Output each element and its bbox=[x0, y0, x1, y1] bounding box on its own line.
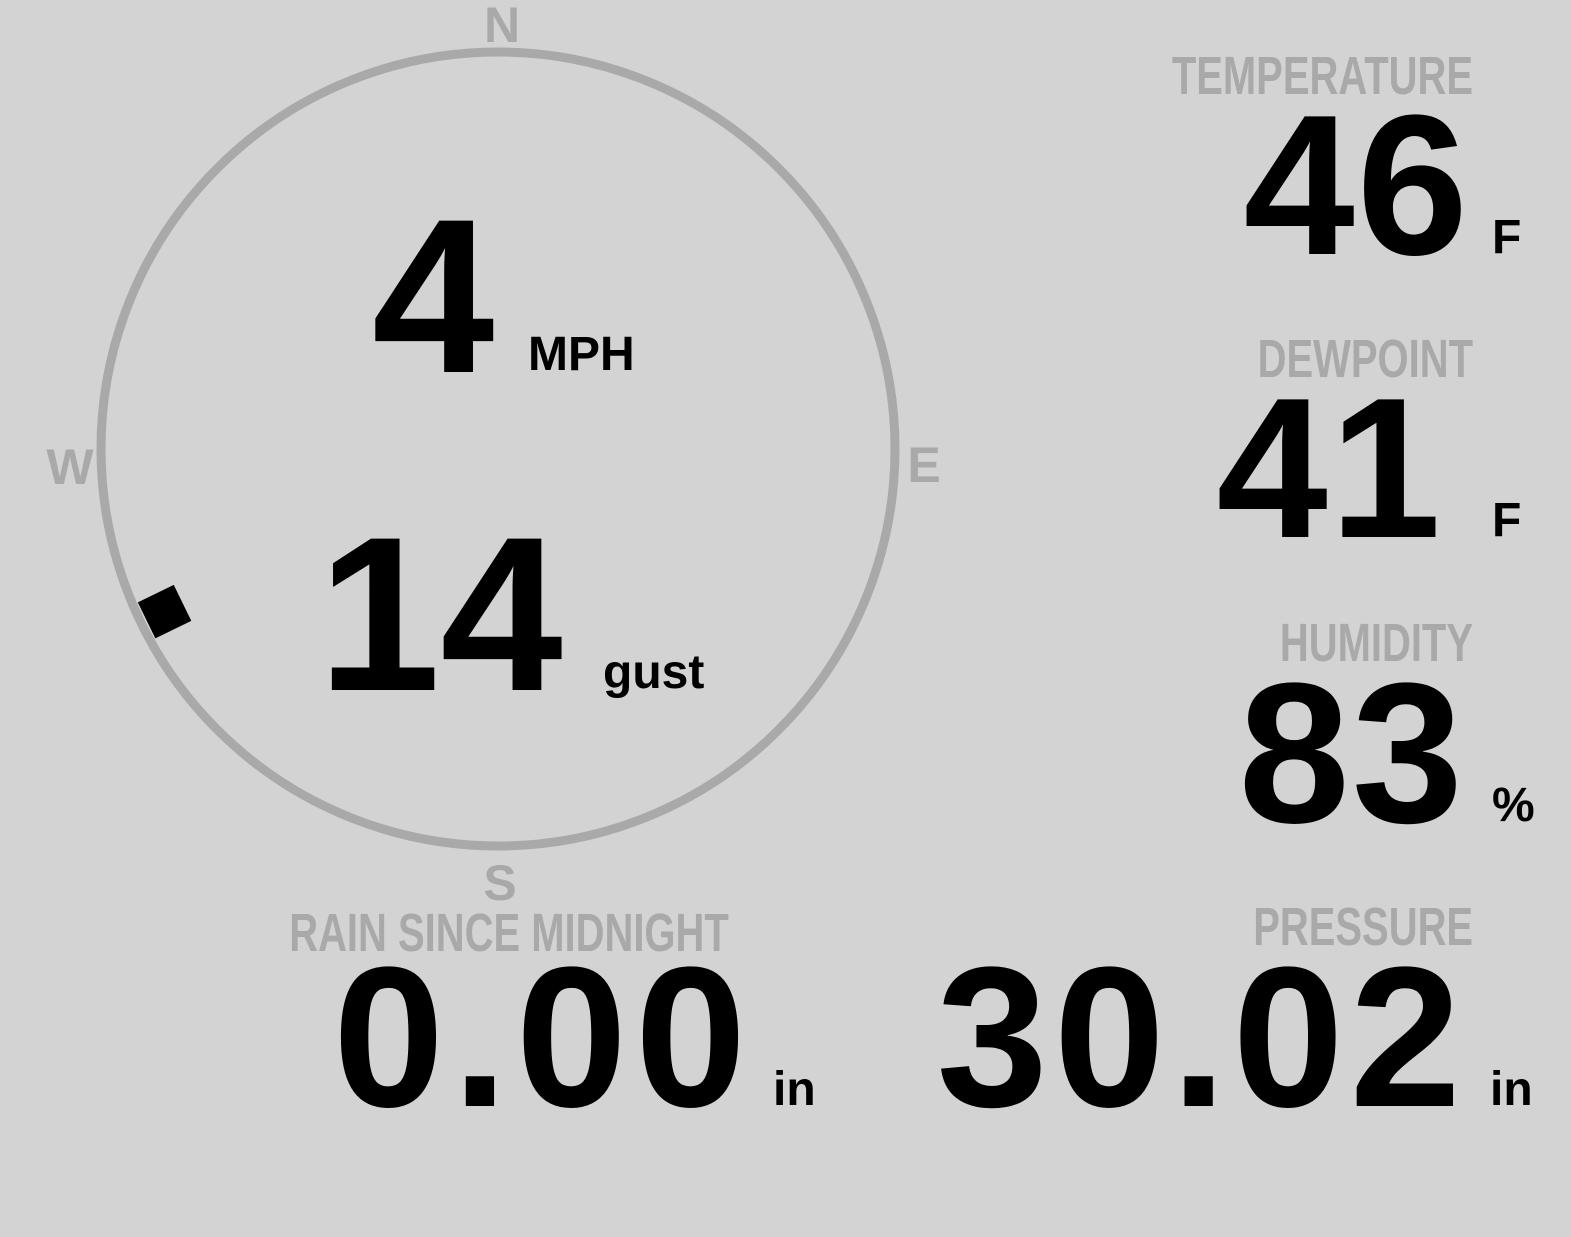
pressure-value: 30.02 bbox=[936, 926, 1467, 1149]
rain-label: RAIN SINCE MIDNIGHT bbox=[289, 903, 729, 963]
pressure-unit: in bbox=[1490, 1063, 1533, 1116]
wind-gust-value: 14 bbox=[318, 491, 563, 737]
dewpoint-unit: F bbox=[1492, 494, 1522, 547]
compass-west-label: W bbox=[46, 439, 94, 495]
wind-speed-unit: MPH bbox=[528, 328, 635, 381]
humidity-value: 83 bbox=[1238, 642, 1465, 865]
dewpoint-label: DEWPOINT bbox=[1257, 329, 1473, 389]
compass-ring bbox=[96, 47, 900, 851]
compass-south-label: S bbox=[483, 855, 517, 911]
rain-unit: in bbox=[773, 1063, 816, 1116]
wind-direction-marker bbox=[137, 584, 192, 639]
temperature-value: 46 bbox=[1243, 74, 1470, 297]
temperature-label: TEMPERATURE bbox=[1171, 46, 1473, 106]
pressure-label: PRESSURE bbox=[1253, 897, 1473, 957]
humidity-unit: % bbox=[1492, 779, 1535, 832]
compass-north-label: N bbox=[483, 0, 521, 53]
humidity-label: HUMIDITY bbox=[1279, 613, 1473, 673]
dewpoint-value: 41 bbox=[1216, 357, 1443, 580]
wind-gust-unit: gust bbox=[603, 646, 705, 699]
temperature-unit: F bbox=[1492, 211, 1522, 264]
wind-speed-value: 4 bbox=[372, 173, 495, 419]
rain-value: 0.00 bbox=[333, 926, 755, 1149]
compass-east-label: E bbox=[907, 437, 941, 493]
